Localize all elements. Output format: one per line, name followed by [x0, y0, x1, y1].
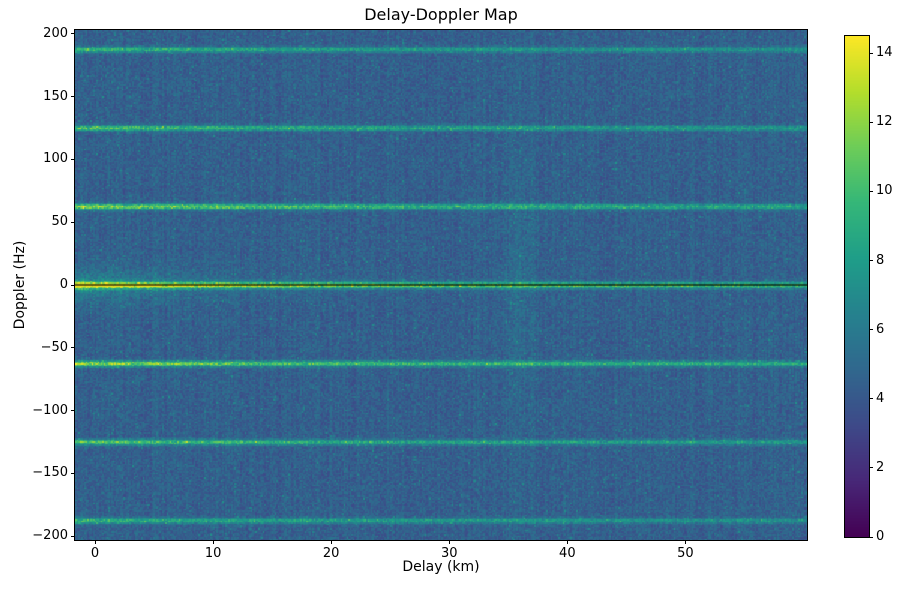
y-tick-mark: [71, 472, 75, 474]
colorbar-tick-label: 4: [876, 390, 885, 406]
y-tick-label: −200: [32, 528, 68, 544]
y-tick-label: −50: [40, 339, 68, 355]
y-tick-label: −150: [32, 465, 68, 481]
y-tick-mark: [71, 221, 75, 223]
y-tick-label: 100: [43, 151, 68, 167]
colorbar-tick-mark: [869, 121, 873, 123]
x-tick-label: 50: [677, 546, 694, 561]
x-tick-mark: [448, 540, 450, 544]
y-tick-mark: [71, 158, 75, 160]
chart-title: Delay-Doppler Map: [364, 5, 518, 24]
colorbar-tick-label: 6: [876, 321, 885, 337]
x-tick-label: 20: [322, 546, 340, 561]
colorbar-tick-mark: [869, 329, 873, 331]
y-tick-label: −100: [32, 402, 68, 418]
colorbar: [845, 36, 869, 537]
colorbar-tick-label: 10: [876, 183, 893, 199]
x-tick-label: 0: [90, 546, 100, 561]
colorbar-tick-label: 12: [876, 114, 893, 130]
x-tick-label: 30: [440, 546, 458, 561]
colorbar-tick-mark: [869, 260, 873, 262]
colorbar-tick-mark: [869, 536, 873, 538]
y-tick-label: 50: [51, 214, 68, 230]
colorbar-tick-mark: [869, 190, 873, 192]
x-axis-label: Delay (km): [402, 559, 480, 575]
x-tick-mark: [684, 540, 686, 544]
y-tick-label: 0: [59, 277, 68, 292]
y-tick-mark: [71, 284, 75, 286]
colorbar-tick-mark: [869, 467, 873, 469]
x-tick-label: 40: [559, 546, 576, 561]
x-tick-label: 10: [204, 546, 222, 561]
x-tick-mark: [94, 540, 96, 544]
delay-doppler-heatmap: [75, 30, 807, 540]
colorbar-tick-label: 14: [876, 45, 893, 61]
x-tick-mark: [330, 540, 332, 544]
colorbar-tick-label: 2: [876, 459, 885, 475]
colorbar-tick-label: 0: [876, 529, 885, 544]
colorbar-tick-mark: [869, 398, 873, 400]
x-tick-mark: [566, 540, 568, 544]
y-tick-label: 200: [43, 25, 68, 41]
y-tick-mark: [71, 33, 75, 35]
y-tick-mark: [71, 535, 75, 537]
x-tick-mark: [212, 540, 214, 544]
colorbar-tick-label: 8: [876, 252, 885, 268]
y-tick-mark: [71, 96, 75, 98]
y-tick-mark: [71, 410, 75, 412]
y-tick-label: 150: [43, 88, 68, 104]
colorbar-tick-mark: [869, 52, 873, 54]
y-tick-mark: [71, 347, 75, 349]
